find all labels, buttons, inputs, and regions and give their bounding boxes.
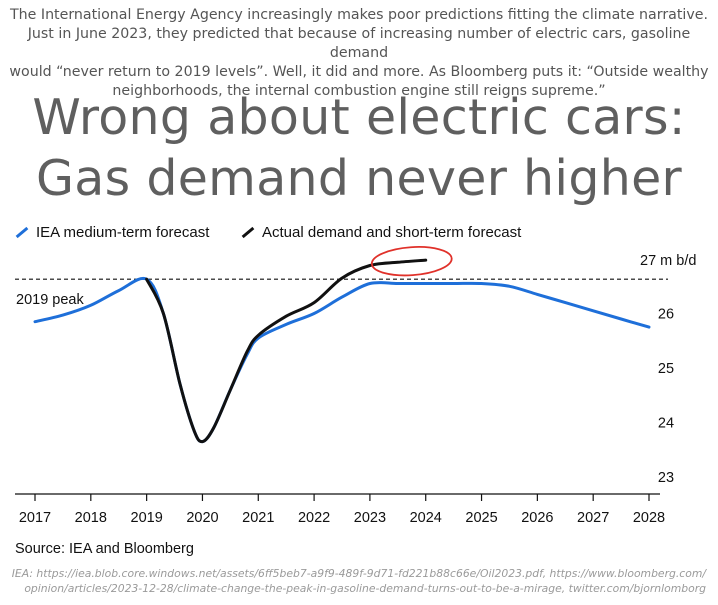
x-tick-label: 2028 <box>633 510 665 526</box>
y-tick-label: 26 <box>658 307 674 323</box>
y-unit-label: 27 m b/d <box>640 253 696 269</box>
headline-line-1: Wrong about electric cars: <box>32 89 686 146</box>
y-tick-label: 25 <box>658 361 674 377</box>
x-tick-label: 2019 <box>131 510 163 526</box>
legend-swatch-actual <box>241 226 255 239</box>
references: IEA: https://iea.blob.core.windows.net/a… <box>6 566 706 596</box>
x-tick-labels: 2017 2018 2019 2020 2021 2022 2023 2024 2025 2026… <box>19 494 665 526</box>
legend-label-forecast: IEA medium-term forecast <box>36 224 210 241</box>
gasoline-demand-chart: 2019 peak 27 m b/d 23 24 25 26 2017 2018 2019… <box>15 246 696 526</box>
series-actual-demand-line <box>145 258 428 444</box>
legend-item-actual: Actual demand and short-term forecast <box>241 224 521 241</box>
y-tick-label: 23 <box>658 470 674 486</box>
peak-reference-label: 2019 peak <box>16 292 84 308</box>
y-tick-labels: 23 24 25 26 <box>658 307 674 487</box>
x-tick-label: 2023 <box>354 510 386 526</box>
intro-paragraph: The International Energy Agency increasi… <box>8 6 710 101</box>
source-note: Source: IEA and Bloomberg <box>15 541 194 557</box>
intro-line: Just in June 2023, they predicted that b… <box>27 26 691 61</box>
legend-swatch-forecast <box>15 226 29 239</box>
x-tick-label: 2017 <box>19 510 51 526</box>
x-tick-label: 2022 <box>298 510 330 526</box>
series-iea-forecast-line <box>33 276 651 444</box>
x-tick-label: 2027 <box>577 510 609 526</box>
x-tick-label: 2025 <box>465 510 497 526</box>
intro-line: neighborhoods, the internal combustion e… <box>112 83 606 99</box>
x-tick-label: 2024 <box>410 510 442 526</box>
legend-item-forecast: IEA medium-term forecast <box>15 224 209 241</box>
legend-label-actual: Actual demand and short-term forecast <box>262 224 522 241</box>
highlight-circle <box>370 246 453 277</box>
x-tick-label: 2026 <box>521 510 553 526</box>
reference-line-2: opinion/articles/2023-12-28/climate-chan… <box>24 582 706 595</box>
x-tick-label: 2018 <box>75 510 107 526</box>
headline-line-2: Gas demand never higher <box>36 150 682 207</box>
intro-line: would “never return to 2019 levels”. Wel… <box>9 64 709 80</box>
x-tick-label: 2020 <box>186 510 218 526</box>
reference-line-1: IEA: https://iea.blob.core.windows.net/a… <box>11 567 706 580</box>
x-tick-label: 2021 <box>242 510 274 526</box>
intro-line: The International Energy Agency increasi… <box>9 7 708 23</box>
y-tick-label: 24 <box>658 416 674 432</box>
